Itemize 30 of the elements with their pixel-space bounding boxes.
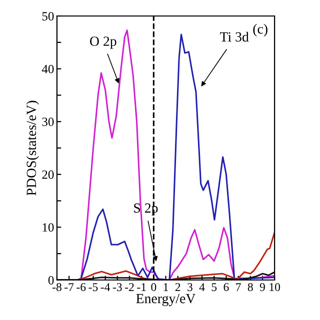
x-tick-label: -4 [100,283,110,291]
annotation: Ti 3d [220,32,249,42]
x-axis-title: Energy/eV [136,294,196,306]
y-tick-label: 0 [48,276,54,284]
y-tick-label: 30 [42,118,54,126]
x-tick-label: 3 [188,283,192,292]
x-tick-label: -1 [137,283,146,291]
x-tick-label: 10 [270,283,280,292]
x-tick-label: -8 [52,283,62,292]
y-tick-label: 40 [42,64,54,74]
y-tick-label: 20 [42,170,54,179]
x-tick-label: -6 [76,283,86,292]
x-tick-label: 7 [236,283,241,291]
y-tick-label: 10 [42,223,54,232]
y-axis-title: PDOS(states/eV) [26,100,39,196]
x-tick-label: 5 [212,283,217,292]
annotation: (c) [253,24,268,37]
x-tick-label: 0 [151,283,156,292]
x-tick-label: 9 [260,283,265,292]
x-tick-label: 8 [248,283,253,292]
x-tick-label: 2 [175,283,180,291]
x-tick-label: -2 [125,283,134,291]
annotation: O 2p [90,36,116,49]
x-tick-label: -3 [112,283,122,292]
y-tick-label: 50 [42,12,54,20]
x-tick-label: -5 [88,283,98,292]
x-tick-label: 1 [164,283,168,291]
x-tick-label: -7 [64,283,74,291]
x-tick-label: 6 [224,283,229,292]
x-tick-label: 4 [199,283,205,291]
